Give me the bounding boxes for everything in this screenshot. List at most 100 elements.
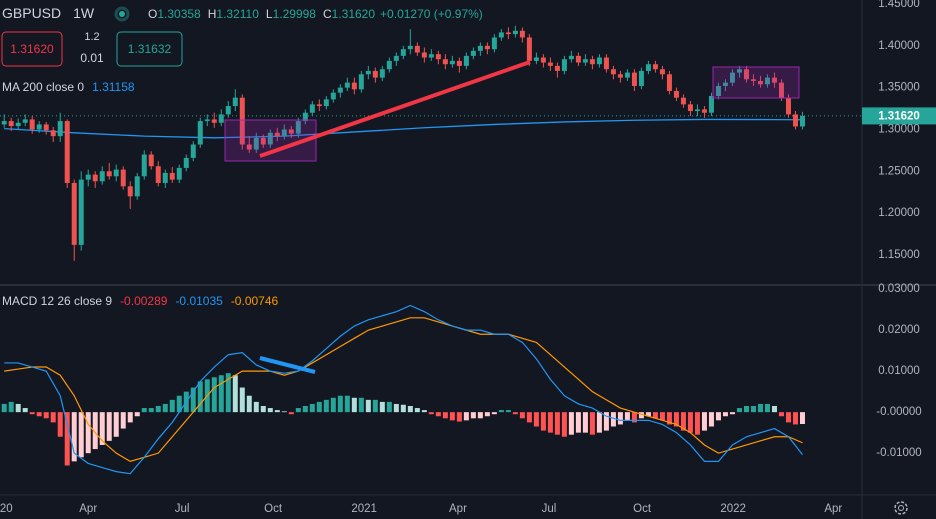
candle-body bbox=[596, 57, 602, 65]
histogram-bar bbox=[547, 412, 553, 433]
ma-name[interactable]: MA 200 close 0 bbox=[2, 80, 84, 94]
candle-body bbox=[155, 166, 161, 183]
candle-body bbox=[771, 77, 777, 83]
candle-body bbox=[715, 85, 721, 97]
histogram-bar bbox=[127, 412, 133, 423]
market-status[interactable] bbox=[114, 6, 130, 22]
histogram-bar bbox=[743, 405, 749, 413]
candle-body bbox=[323, 99, 329, 107]
histogram-bar bbox=[582, 412, 588, 433]
highlight-box[interactable] bbox=[712, 66, 800, 99]
candle-body bbox=[148, 154, 154, 167]
candle-body bbox=[582, 59, 588, 63]
histogram-bar bbox=[568, 412, 574, 435]
histogram-bar bbox=[50, 412, 56, 423]
histogram-bar bbox=[533, 412, 539, 427]
histogram-bar bbox=[113, 412, 119, 437]
histogram-bar bbox=[29, 412, 35, 415]
candle-body bbox=[631, 72, 637, 86]
candle-body bbox=[722, 82, 728, 86]
y-tick-label: 1.45000 bbox=[878, 0, 920, 10]
macd-name[interactable]: MACD 12 26 close 9 bbox=[2, 294, 112, 308]
buy-price: 1.31632 bbox=[128, 42, 172, 56]
histogram-bar bbox=[351, 397, 357, 413]
y-tick-label: -0.00000 bbox=[876, 406, 921, 418]
x-tick-label: Jul bbox=[542, 503, 557, 515]
candle-body bbox=[225, 106, 231, 115]
histogram-bar bbox=[85, 412, 91, 454]
sell-button[interactable] bbox=[1, 31, 63, 67]
candle-body bbox=[316, 104, 322, 107]
candle-body bbox=[197, 121, 203, 145]
candle-body bbox=[645, 64, 651, 71]
quantity[interactable]: 0.01 bbox=[80, 51, 104, 65]
candle-body bbox=[106, 171, 112, 177]
ma-value: 1.31158 bbox=[92, 80, 135, 94]
histogram-bar bbox=[596, 412, 602, 433]
histogram-bar bbox=[610, 412, 616, 427]
candle-body bbox=[15, 122, 21, 127]
candle-body bbox=[470, 50, 476, 56]
last-price-label: 1.31620 bbox=[878, 110, 920, 122]
histogram-bar bbox=[372, 399, 378, 413]
ohlc-value: 1.32110 bbox=[216, 7, 259, 21]
candle-body bbox=[484, 45, 490, 50]
candle-body bbox=[232, 97, 238, 107]
candle-body bbox=[43, 124, 49, 131]
histogram-bar bbox=[645, 412, 651, 417]
ohlc-key: L bbox=[266, 7, 273, 21]
plot-layer bbox=[0, 25, 862, 475]
histogram-bar bbox=[43, 412, 49, 419]
interval[interactable]: 1W bbox=[73, 5, 95, 21]
candle-body bbox=[134, 176, 140, 197]
sell-price: 1.31620 bbox=[10, 42, 54, 56]
candle-body bbox=[435, 54, 441, 60]
histogram-bar bbox=[722, 412, 728, 417]
candle-body bbox=[50, 130, 56, 137]
candle-body bbox=[358, 74, 364, 90]
y-tick-label: 1.30000 bbox=[878, 123, 920, 135]
symbol[interactable]: GBPUSD bbox=[2, 5, 61, 21]
candle-body bbox=[421, 52, 427, 58]
x-tick-label: Oct bbox=[633, 503, 652, 515]
histogram-bar bbox=[519, 412, 525, 419]
histogram-bar bbox=[715, 412, 721, 421]
ohlc-key: O bbox=[148, 7, 157, 21]
buy-button[interactable] bbox=[116, 31, 183, 67]
histogram-bar bbox=[302, 405, 308, 413]
histogram-bar bbox=[99, 412, 105, 445]
histogram-bar bbox=[15, 403, 21, 413]
candle-body bbox=[673, 90, 679, 98]
histogram-bar bbox=[701, 412, 707, 431]
histogram-bar bbox=[190, 387, 196, 413]
candle-body bbox=[666, 74, 672, 91]
candle-body bbox=[183, 157, 189, 168]
histogram-bar bbox=[274, 410, 280, 413]
trend-line[interactable] bbox=[259, 60, 531, 158]
candle-body bbox=[169, 172, 175, 180]
settings-icon[interactable] bbox=[894, 501, 908, 515]
ohlc-key: C bbox=[323, 7, 332, 21]
histogram-bar bbox=[652, 412, 658, 419]
histogram-bar bbox=[106, 412, 112, 441]
candle-body bbox=[701, 109, 707, 113]
histogram-bar bbox=[435, 412, 441, 417]
y-tick-label: 1.25000 bbox=[878, 165, 920, 177]
candle-body bbox=[456, 60, 462, 66]
histogram-bar bbox=[316, 401, 322, 413]
histogram-bar bbox=[407, 405, 413, 413]
candle-body bbox=[386, 60, 392, 70]
histogram-bar bbox=[631, 412, 637, 423]
candle-body bbox=[218, 114, 224, 123]
trend-line[interactable] bbox=[259, 356, 316, 374]
candle-body bbox=[71, 182, 77, 245]
histogram-bar bbox=[799, 412, 805, 425]
histogram-bar bbox=[211, 377, 217, 413]
histogram-bar bbox=[757, 403, 763, 413]
histogram-bar bbox=[232, 375, 238, 413]
market-status-dot bbox=[119, 11, 125, 17]
last-price-tag bbox=[862, 107, 936, 125]
histogram-bar bbox=[526, 412, 532, 423]
histogram-bar bbox=[239, 387, 245, 413]
